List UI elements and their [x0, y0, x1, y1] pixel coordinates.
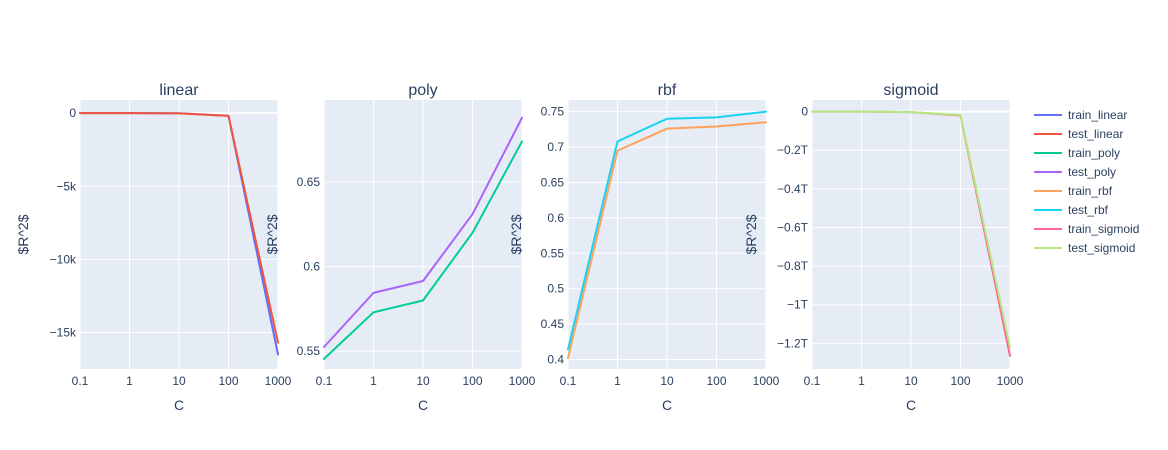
x-tick-label: 10 [416, 374, 430, 388]
subplots: 0.1 1 10 100 10000−5k−10k−15klinearC$R^2$0.1… [15, 82, 1024, 413]
y-tick-label: 0.55 [541, 246, 565, 260]
y-tick-label: 0.45 [541, 317, 565, 331]
series-line-test_sigmoid [811, 110, 1011, 349]
x-tick-label: 100 [218, 374, 238, 388]
x-tick-label: 10 [172, 374, 186, 388]
legend: train_linear test_linear train_poly test_po… [1034, 108, 1139, 255]
y-tick-label: 0.6 [547, 211, 564, 225]
y-tick-label: 0.75 [541, 105, 565, 119]
legend-label: test_rbf [1068, 203, 1109, 217]
y-tick-label: −15k [50, 325, 77, 339]
y-axis-label: $R^2$ [264, 214, 280, 254]
series-line-train_rbf [567, 121, 767, 360]
y-tick-label: 0.55 [297, 344, 321, 358]
x-tick-label: 0.1 [72, 374, 89, 388]
series-line-test_rbf [567, 110, 767, 351]
y-tick-label: 0 [801, 105, 808, 119]
y-tick-label: −0.8T [777, 259, 809, 273]
legend-label: train_poly [1068, 146, 1120, 160]
legend-item-train_rbf[interactable]: train_rbf [1034, 184, 1113, 198]
series-line-test_poly [323, 116, 523, 349]
subplot-poly: 0.1 1 10 100 1000 0.55 0.6 0.65 poly C $R^2$ [264, 82, 536, 413]
x-axis-label: C [906, 397, 916, 413]
legend-item-test_poly[interactable]: test_poly [1034, 165, 1116, 179]
y-tick-label: 0.6 [303, 260, 320, 274]
subplot-title: rbf [658, 82, 677, 99]
y-tick-label: −0.6T [777, 220, 809, 234]
subplot-rbf: 0.1 1 10 100 1000 0.4 0.45 0.5 0.55 0.6 0.65 0.7 0.7… [508, 82, 780, 413]
y-tick-label: 0.5 [547, 282, 564, 296]
legend-item-test_linear[interactable]: test_linear [1034, 127, 1123, 141]
legend-label: test_poly [1068, 165, 1116, 179]
y-tick-label: −1.2T [777, 336, 809, 350]
y-axis-label: $R^2$ [15, 214, 31, 254]
x-tick-label: 1 [126, 374, 133, 388]
x-tick-label: 10 [660, 374, 674, 388]
y-tick-label: −0.4T [777, 182, 809, 196]
series-line-test_linear [79, 112, 279, 344]
legend-label: train_rbf [1068, 184, 1113, 198]
subplot-title: poly [408, 82, 437, 99]
x-axis-label: C [662, 397, 672, 413]
legend-label: test_sigmoid [1068, 241, 1135, 255]
x-tick-label: 100 [462, 374, 482, 388]
y-tick-label: −5k [56, 179, 77, 193]
x-tick-label: 0.1 [804, 374, 821, 388]
x-tick-label: 0.1 [316, 374, 333, 388]
x-tick-label: 0.1 [560, 374, 577, 388]
legend-label: test_linear [1068, 127, 1123, 141]
x-tick-label: 100 [706, 374, 726, 388]
y-tick-label: −0.2T [777, 143, 809, 157]
x-tick-label: 1000 [753, 374, 780, 388]
y-axis-label: $R^2$ [508, 214, 524, 254]
y-tick-label: −1T [787, 298, 809, 312]
x-tick-label: 1000 [265, 374, 292, 388]
y-tick-label: −10k [50, 252, 77, 266]
x-tick-label: 1000 [509, 374, 536, 388]
x-tick-label: 1 [858, 374, 865, 388]
legend-label: train_sigmoid [1068, 222, 1139, 236]
x-tick-label: 100 [950, 374, 970, 388]
legend-item-test_sigmoid[interactable]: test_sigmoid [1034, 241, 1135, 255]
x-tick-label: 1000 [997, 374, 1024, 388]
legend-item-train_sigmoid[interactable]: train_sigmoid [1034, 222, 1139, 236]
x-tick-label: 1 [370, 374, 377, 388]
y-tick-label: 0.65 [297, 175, 321, 189]
x-tick-label: 10 [904, 374, 918, 388]
subplot-sigmoid: 0.1 1 10 100 1000 0 −0.2T −0.4T −0.6T −0.8T −1T −1.… [743, 82, 1024, 413]
subplot-linear: 0.1 1 10 100 1000 0 −5k −10k −15k linear C $R^2$ [15, 82, 292, 413]
x-tick-label: 1 [614, 374, 621, 388]
x-axis-label: C [418, 397, 428, 413]
series-line-train_poly [323, 140, 523, 360]
y-tick-label: 0.7 [547, 140, 564, 154]
y-tick-label: 0 [69, 106, 76, 120]
subplot-title: linear [159, 82, 199, 99]
legend-item-train_poly[interactable]: train_poly [1034, 146, 1120, 160]
legend-item-train_linear[interactable]: train_linear [1034, 108, 1127, 122]
y-axis-label: $R^2$ [743, 214, 759, 254]
legend-item-test_rbf[interactable]: test_rbf [1034, 203, 1109, 217]
y-tick-label: 0.65 [541, 175, 565, 189]
subplot-title: sigmoid [883, 82, 938, 99]
legend-label: train_linear [1068, 108, 1127, 122]
y-tick-label: 0.4 [547, 352, 564, 366]
x-axis-label: C [174, 397, 184, 413]
